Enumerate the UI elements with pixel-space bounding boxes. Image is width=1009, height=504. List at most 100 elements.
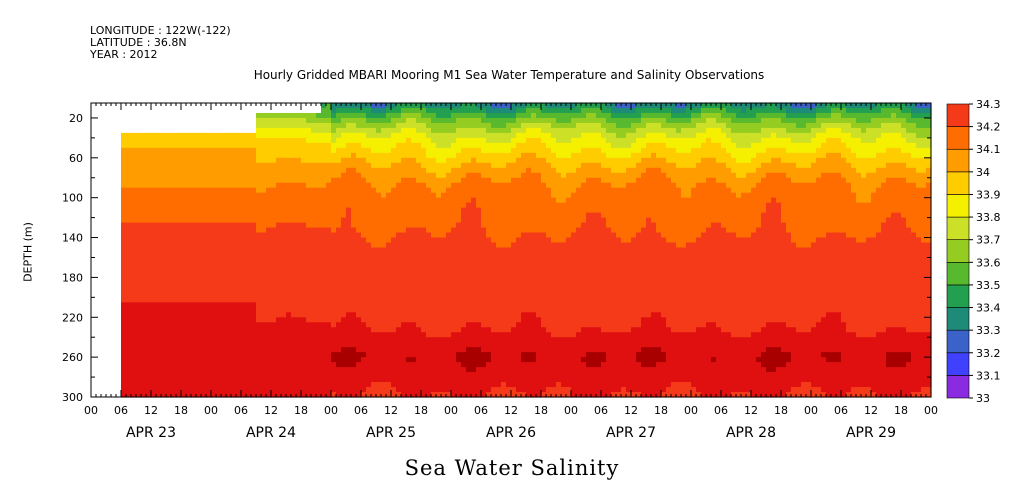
- heatmap-cell: [436, 187, 442, 194]
- heatmap-cell: [431, 192, 437, 199]
- heatmap-cell: [536, 112, 542, 119]
- heatmap-cell: [141, 227, 147, 234]
- heatmap-cell: [146, 292, 152, 298]
- heatmap-cell: [326, 252, 332, 259]
- heatmap-cell: [291, 272, 297, 278]
- heatmap-cell: [151, 297, 157, 303]
- heatmap-cell: [166, 277, 172, 283]
- heatmap-cell: [171, 342, 177, 348]
- heatmap-cell: [146, 172, 152, 179]
- heatmap-cell: [416, 392, 422, 398]
- heatmap-cell: [356, 177, 362, 184]
- heatmap-cell: [176, 262, 182, 269]
- heatmap-cell: [471, 347, 477, 353]
- heatmap-cell: [301, 217, 307, 224]
- heatmap-cell: [226, 242, 232, 249]
- heatmap-cell: [366, 292, 372, 298]
- heatmap-cell: [246, 312, 252, 318]
- heatmap-cell: [211, 242, 217, 249]
- heatmap-cell: [356, 282, 362, 288]
- heatmap-cell: [321, 377, 327, 383]
- heatmap-cell: [476, 357, 482, 363]
- heatmap-cell: [526, 222, 532, 229]
- heatmap-cell: [501, 327, 507, 333]
- heatmap-cell: [351, 352, 357, 358]
- heatmap-cell: [396, 187, 402, 194]
- heatmap-cell: [236, 387, 242, 393]
- heatmap-cell: [136, 377, 142, 383]
- heatmap-cell: [276, 207, 282, 214]
- heatmap-cell: [461, 147, 467, 154]
- heatmap-cell: [391, 317, 397, 323]
- heatmap-cell: [301, 117, 307, 124]
- heatmap-cell: [331, 287, 337, 293]
- heatmap-cell: [126, 387, 132, 393]
- heatmap-cell: [261, 322, 267, 328]
- heatmap-cell: [411, 347, 417, 353]
- heatmap-cell: [456, 312, 462, 318]
- heatmap-cell: [166, 372, 172, 378]
- heatmap-cell: [131, 162, 137, 169]
- heatmap-cell: [436, 392, 442, 398]
- heatmap-cell: [431, 103, 437, 109]
- heatmap-cell: [381, 372, 387, 378]
- heatmap-cell: [216, 132, 222, 139]
- heatmap-cell: [256, 217, 262, 224]
- heatmap-cell: [196, 152, 202, 159]
- heatmap-cell: [306, 122, 312, 129]
- heatmap-cell: [471, 147, 477, 154]
- heatmap-cell: [521, 172, 527, 179]
- heatmap-cell: [471, 157, 477, 164]
- heatmap-cell: [431, 232, 437, 239]
- heatmap-cell: [126, 332, 132, 338]
- heatmap-cell: [511, 287, 517, 293]
- heatmap-cell: [521, 362, 527, 368]
- heatmap-cell: [451, 177, 457, 184]
- heatmap-cell: [266, 117, 272, 124]
- heatmap-cell: [276, 232, 282, 239]
- heatmap-cell: [206, 177, 212, 184]
- heatmap-cell: [486, 207, 492, 214]
- heatmap-cell: [526, 387, 532, 393]
- heatmap-cell: [381, 177, 387, 184]
- heatmap-cell: [381, 347, 387, 353]
- heatmap-cell: [501, 362, 507, 368]
- heatmap-cell: [421, 347, 427, 353]
- heatmap-cell: [326, 227, 332, 234]
- heatmap-cell: [336, 312, 342, 318]
- heatmap-cell: [211, 287, 217, 293]
- heatmap-cell: [346, 182, 352, 189]
- heatmap-cell: [496, 292, 502, 298]
- heatmap-cell: [396, 352, 402, 358]
- heatmap-cell: [501, 162, 507, 169]
- heatmap-cell: [481, 157, 487, 164]
- heatmap-cell: [456, 357, 462, 363]
- heatmap-cell: [271, 367, 277, 373]
- heatmap-cell: [136, 337, 142, 343]
- heatmap-cell: [391, 112, 397, 119]
- heatmap-cell: [306, 382, 312, 388]
- heatmap-cell: [401, 172, 407, 179]
- heatmap-cell: [256, 342, 262, 348]
- heatmap-cell: [506, 227, 512, 234]
- heatmap-cell: [261, 292, 267, 298]
- heatmap-cell: [231, 367, 237, 373]
- heatmap-cell: [421, 252, 427, 259]
- heatmap-cell: [206, 367, 212, 373]
- heatmap-cell: [276, 192, 282, 199]
- heatmap-cell: [231, 302, 237, 308]
- heatmap-cell: [361, 342, 367, 348]
- heatmap-cell: [536, 362, 542, 368]
- heatmap-cell: [396, 217, 402, 224]
- heatmap-cell: [481, 322, 487, 328]
- heatmap-cell: [446, 297, 452, 303]
- heatmap-cell: [546, 332, 552, 338]
- heatmap-cell: [191, 152, 197, 159]
- heatmap-cell: [256, 357, 262, 363]
- heatmap-cell: [371, 352, 377, 358]
- heatmap-cell: [136, 302, 142, 308]
- heatmap-cell: [416, 352, 422, 358]
- heatmap-cell: [256, 292, 262, 298]
- heatmap-cell: [481, 362, 487, 368]
- heatmap-cell: [181, 307, 187, 313]
